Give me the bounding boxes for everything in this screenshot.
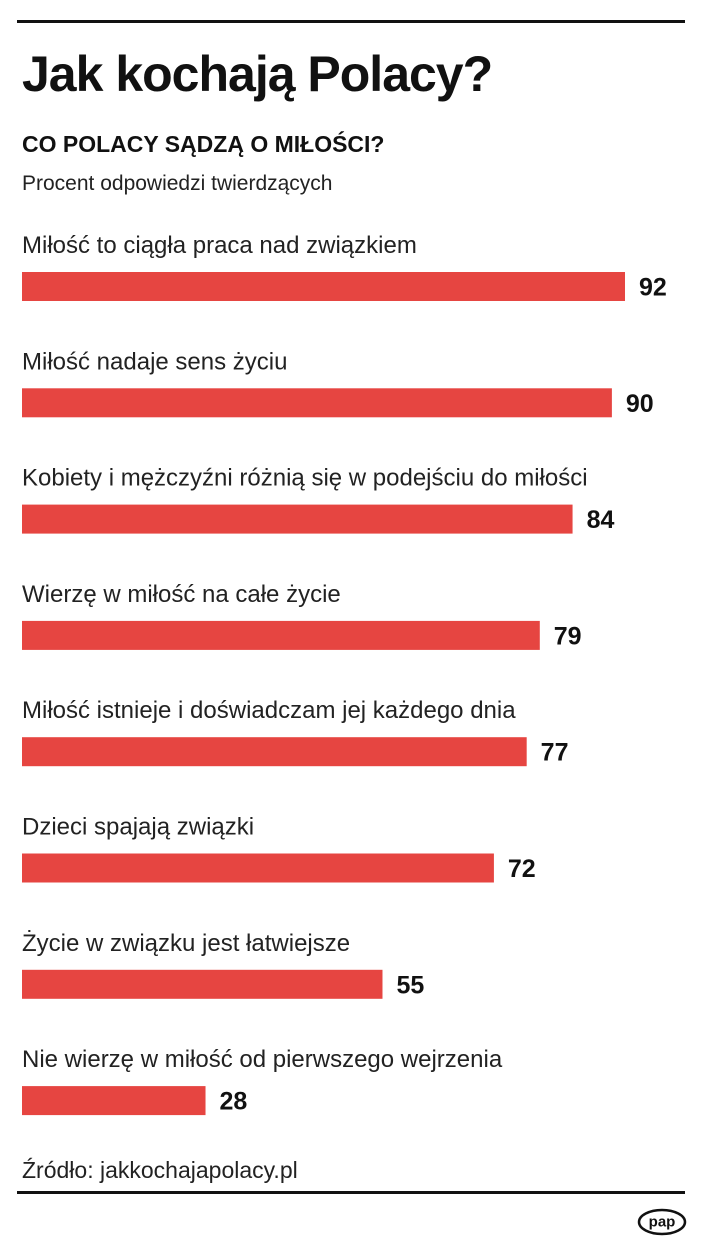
value-label: 90 [626, 390, 654, 418]
chart-subtitle: CO POLACY SĄDZĄ O MIŁOŚCI? [22, 131, 385, 157]
bar [22, 737, 527, 767]
value-label: 84 [587, 506, 615, 534]
category-label: Życie w związku jest łatwiejsze [22, 930, 350, 957]
bar [22, 504, 573, 534]
value-label: 77 [541, 739, 569, 767]
pap-logo: pap [637, 1208, 687, 1236]
bar [22, 969, 383, 999]
bottom-rule [17, 1191, 685, 1194]
bar [22, 1086, 206, 1116]
bar [22, 853, 494, 883]
bar [22, 620, 540, 650]
category-label: Miłość to ciągła praca nad związkiem [22, 232, 417, 259]
category-label: Nie wierzę w miłość od pierwszego wejrze… [22, 1046, 503, 1073]
bar [22, 272, 625, 301]
category-label: Miłość nadaje sens życiu [22, 348, 287, 375]
value-label: 55 [396, 971, 424, 999]
category-label: Kobiety i mężczyźni różnią się w podejśc… [22, 465, 588, 492]
chart-note: Procent odpowiedzi twierdzących [22, 172, 333, 195]
source-note: Źródło: jakkochajapolacy.pl [22, 1157, 298, 1183]
value-label: 28 [220, 1088, 248, 1116]
top-rule [17, 20, 685, 23]
value-label: 92 [639, 274, 667, 302]
category-label: Dzieci spajają związki [22, 814, 254, 841]
value-label: 72 [508, 855, 536, 883]
value-label: 79 [554, 622, 582, 650]
page-title: Jak kochają Polacy? [22, 46, 493, 102]
svg-text:pap: pap [649, 1214, 676, 1231]
category-label: Wierzę w miłość na całe życie [22, 581, 341, 608]
bar [22, 388, 612, 418]
category-label: Miłość istnieje i doświadczam jej każdeg… [22, 697, 516, 724]
